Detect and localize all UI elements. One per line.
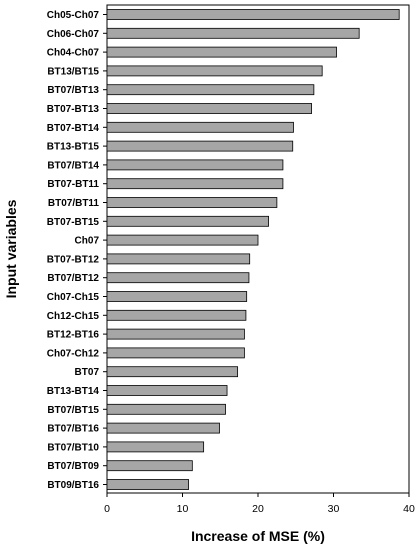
bar — [106, 27, 360, 39]
bar — [106, 103, 313, 114]
bar — [106, 215, 269, 227]
category-label: BT13-BT14 — [47, 386, 100, 397]
x-tick-label: 0 — [104, 503, 110, 515]
bar — [106, 479, 189, 490]
y-axis-title: Input variables — [3, 199, 19, 298]
x-tick-label: 40 — [403, 503, 415, 515]
bar — [106, 272, 250, 284]
category-label: BT12-BT16 — [47, 330, 100, 341]
category-label: BT07 — [75, 367, 100, 378]
bars-layer — [106, 9, 400, 490]
category-label: BT07/BT10 — [47, 442, 99, 453]
bar — [106, 347, 245, 359]
bar — [106, 253, 251, 265]
category-label: BT13/BT15 — [47, 66, 99, 77]
x-axis-ticks: 0 10 20 30 40 — [104, 493, 415, 515]
category-label: BT07-BT15 — [47, 217, 100, 228]
category-label: BT07/BT16 — [47, 424, 99, 435]
category-label: BT07-BT12 — [47, 254, 100, 265]
category-label: Ch07-Ch12 — [47, 348, 100, 359]
category-label: Ch07-Ch15 — [47, 292, 100, 303]
bar — [106, 385, 228, 396]
category-label: BT07/BT15 — [47, 405, 99, 416]
bar — [106, 422, 220, 434]
x-axis-title: Increase of MSE (%) — [191, 528, 325, 544]
category-label: Ch07 — [75, 236, 100, 247]
x-tick-label: 30 — [328, 503, 340, 515]
category-label: Ch05-Ch07 — [47, 10, 100, 21]
bar — [106, 140, 294, 152]
bar — [106, 9, 400, 20]
bar — [106, 366, 239, 378]
x-tick-label: 20 — [252, 503, 264, 515]
bar — [106, 234, 259, 246]
bar — [106, 46, 337, 58]
category-label: BT07/BT13 — [47, 85, 99, 96]
bar — [106, 441, 205, 453]
category-labels: Ch05-Ch07 Ch06-Ch07 Ch04-Ch07 BT13/BT15 BT07… — [47, 10, 107, 491]
category-label: BT07-BT11 — [47, 179, 99, 190]
category-label: Ch12-Ch15 — [47, 311, 100, 322]
category-label: BT07/BT09 — [47, 461, 99, 472]
bar — [106, 197, 278, 208]
x-tick-label: 10 — [177, 503, 189, 515]
bar — [106, 121, 294, 133]
category-label: BT07-BT14 — [47, 123, 100, 134]
bar — [106, 328, 245, 340]
category-label: BT13-BT15 — [47, 142, 100, 153]
category-label: Ch06-Ch07 — [47, 29, 100, 40]
bar — [106, 178, 284, 190]
bar — [106, 84, 315, 96]
category-label: BT07/BT14 — [47, 160, 99, 171]
plot-border — [106, 4, 410, 494]
bar — [106, 291, 248, 302]
bar — [106, 403, 226, 415]
category-label: BT07-BT13 — [47, 104, 100, 115]
category-label: BT07/BT12 — [47, 273, 99, 284]
bar — [106, 309, 247, 321]
bar — [106, 159, 284, 171]
category-label: BT09/BT16 — [47, 480, 99, 491]
bar — [106, 460, 193, 472]
plot-frame — [106, 4, 410, 494]
category-label: BT07/BT11 — [48, 198, 100, 209]
category-label: Ch04-Ch07 — [47, 48, 100, 59]
bar — [106, 65, 323, 77]
